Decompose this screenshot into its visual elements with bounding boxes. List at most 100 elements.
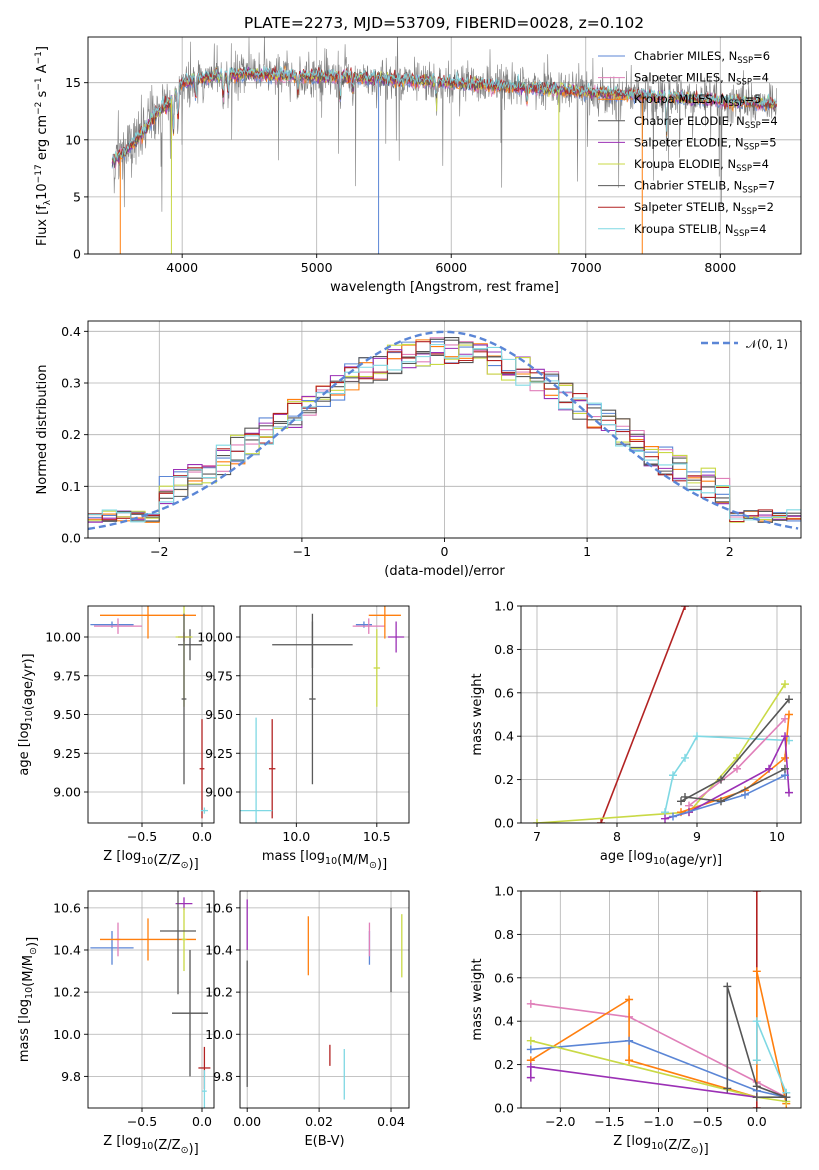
histogram-kroupa-stelib — [88, 344, 801, 523]
axis-label: Z [log10(Z/Z⊙)] — [613, 1134, 708, 1157]
grid — [88, 606, 214, 823]
y-tick-label: 0.4 — [494, 1014, 514, 1029]
legend-label-kroupa-stelib: Kroupa STELIB, NSSP=4 — [634, 222, 766, 239]
weight-line-kroupa-miles — [530, 971, 788, 1104]
weight-marker — [785, 695, 793, 704]
y-tick-label: 10.2 — [205, 985, 233, 1000]
y-tick-label: 0.6 — [494, 970, 514, 985]
weight-marker — [752, 1093, 761, 1102]
grid — [521, 890, 801, 1109]
residuals-panel: −2 −1 0 1 2 0.0 0.1 0.2 0.3 0.4 (data-model)/error… — [35, 320, 802, 579]
y-tick-label: 10.00 — [45, 630, 81, 645]
y-tick-label: 0.0 — [494, 1101, 514, 1116]
weight-marker — [781, 680, 789, 689]
legend-label-kroupa-elodie: Kroupa ELODIE, NSSP=4 — [634, 157, 769, 174]
weight-marker — [765, 764, 773, 773]
weight-marker — [752, 1056, 761, 1065]
weight-marker — [625, 995, 634, 1004]
y-tick-label: 9.50 — [205, 707, 233, 722]
plot-area — [111, 37, 777, 254]
weight-marker — [669, 812, 677, 821]
weight-line-kroupa-elodie — [536, 683, 786, 823]
y-tick-label: 10.4 — [53, 942, 81, 957]
weight-marker — [752, 967, 761, 976]
x-tick-label: −1 — [293, 544, 311, 559]
weight-line-chabrier-miles — [530, 1039, 787, 1098]
y-tick-label: 10.6 — [53, 900, 81, 915]
weight-marker — [526, 1045, 535, 1054]
weight-marker — [723, 982, 732, 991]
weight-marker — [785, 788, 793, 797]
spectrum-panel: 4000 5000 6000 7000 8000 0 5 10 15 wavelength [An… — [34, 36, 802, 295]
weight-marker — [661, 814, 669, 823]
y-tick-label: 5 — [73, 189, 81, 204]
y-tick-label: 10.6 — [205, 900, 233, 915]
x-tick-label: 1 — [583, 544, 591, 559]
model-spectrum-kroupa-stelib — [111, 66, 777, 162]
x-tick-label: 0.00 — [233, 1114, 261, 1129]
x-tick-label: 10.5 — [363, 829, 391, 844]
axis-label: age [log10(age/yr)] — [17, 653, 36, 775]
weight-marker — [733, 764, 741, 773]
axis-label: mass [log10(M/M⊙)] — [262, 849, 387, 872]
y-tick-label: 0 — [73, 247, 81, 262]
grid — [88, 891, 214, 1108]
weight-marker — [717, 775, 725, 784]
y-tick-label: 0.4 — [61, 324, 81, 339]
x-tick-label: 0.02 — [305, 1114, 333, 1129]
axes-frame — [520, 890, 802, 1109]
plot-area — [533, 606, 793, 823]
weight-marker — [781, 753, 789, 762]
y-tick-label: 9.8 — [61, 1069, 81, 1084]
y-tick-label: 10.0 — [53, 1027, 81, 1042]
x-tick-label: 0.0 — [747, 1114, 767, 1129]
legend-label-chabrier-miles: Chabrier MILES, NSSP=6 — [634, 49, 770, 66]
x-tick-label: 8 — [613, 829, 621, 844]
y-tick-label: 9.25 — [205, 746, 233, 761]
spectrum-y-label: Flux [fλ10−17 erg cm−2 s−1 A−1] — [34, 46, 53, 246]
x-tick-label: 0.0 — [192, 829, 212, 844]
x-tick-label: 4000 — [166, 260, 198, 275]
y-tick-label: 0.2 — [494, 772, 514, 787]
y-tick-label: 10.2 — [53, 985, 81, 1000]
legend-label-salpeter-miles: Salpeter MILES, NSSP=4 — [634, 71, 769, 88]
x-tick-label: −0.5 — [127, 829, 157, 844]
y-tick-label: 9.50 — [53, 707, 81, 722]
plot-area — [90, 606, 208, 819]
x-tick-label: 9 — [693, 829, 701, 844]
weight-line-salpeter-stelib — [600, 606, 686, 823]
axes-frame — [239, 890, 410, 1109]
weight-marker — [752, 1082, 761, 1091]
y-tick-label: 0.8 — [494, 642, 514, 657]
x-tick-label: −1.5 — [594, 1114, 624, 1129]
y-tick-label: 9.00 — [53, 785, 81, 800]
weight-marker — [526, 1062, 535, 1071]
axis-label: (data-model)/error — [384, 564, 505, 579]
axis-label: Z [log10(Z/Z⊙)] — [103, 1134, 198, 1157]
weight-marker — [677, 797, 685, 806]
legend-label-chabrier-stelib: Chabrier STELIB, NSSP=7 — [634, 179, 775, 196]
weight-marker — [717, 797, 725, 806]
weight-marker — [741, 790, 749, 799]
age-vs-metallicity-panel: −0.5 0.0 9.00 9.25 9.50 9.75 10.00 Z [log10(Z/Z… — [17, 605, 215, 872]
weight-marker — [597, 819, 605, 823]
plot-area — [526, 891, 791, 1108]
grid — [240, 891, 409, 1108]
weight-line-chabrier-elodie — [726, 986, 787, 1098]
x-tick-label: 5000 — [301, 260, 333, 275]
x-tick-label: 10.0 — [282, 829, 310, 844]
axis-label: mass weight — [470, 673, 485, 755]
weight-line-salpeter-elodie — [529, 1065, 757, 1098]
x-tick-label: −0.5 — [127, 1114, 157, 1129]
legend-label-chabrier-elodie: Chabrier ELODIE, NSSP=4 — [634, 114, 778, 131]
mass-vs-ebv-panel: 0.00 0.02 0.04 9.8 10.0 10.2 10.4 10.6 E(B-V) — [205, 890, 410, 1149]
y-tick-label: 0.2 — [494, 1057, 514, 1072]
weight-marker — [669, 771, 677, 780]
axis-label: Z [log10(Z/Z⊙)] — [103, 849, 198, 872]
x-tick-label: −2.0 — [545, 1114, 575, 1129]
axes-frame — [87, 890, 215, 1109]
x-tick-label: 2 — [726, 544, 734, 559]
plot-area — [90, 891, 211, 1108]
y-tick-label: 9.8 — [213, 1069, 233, 1084]
y-tick-label: 10.0 — [205, 1027, 233, 1042]
